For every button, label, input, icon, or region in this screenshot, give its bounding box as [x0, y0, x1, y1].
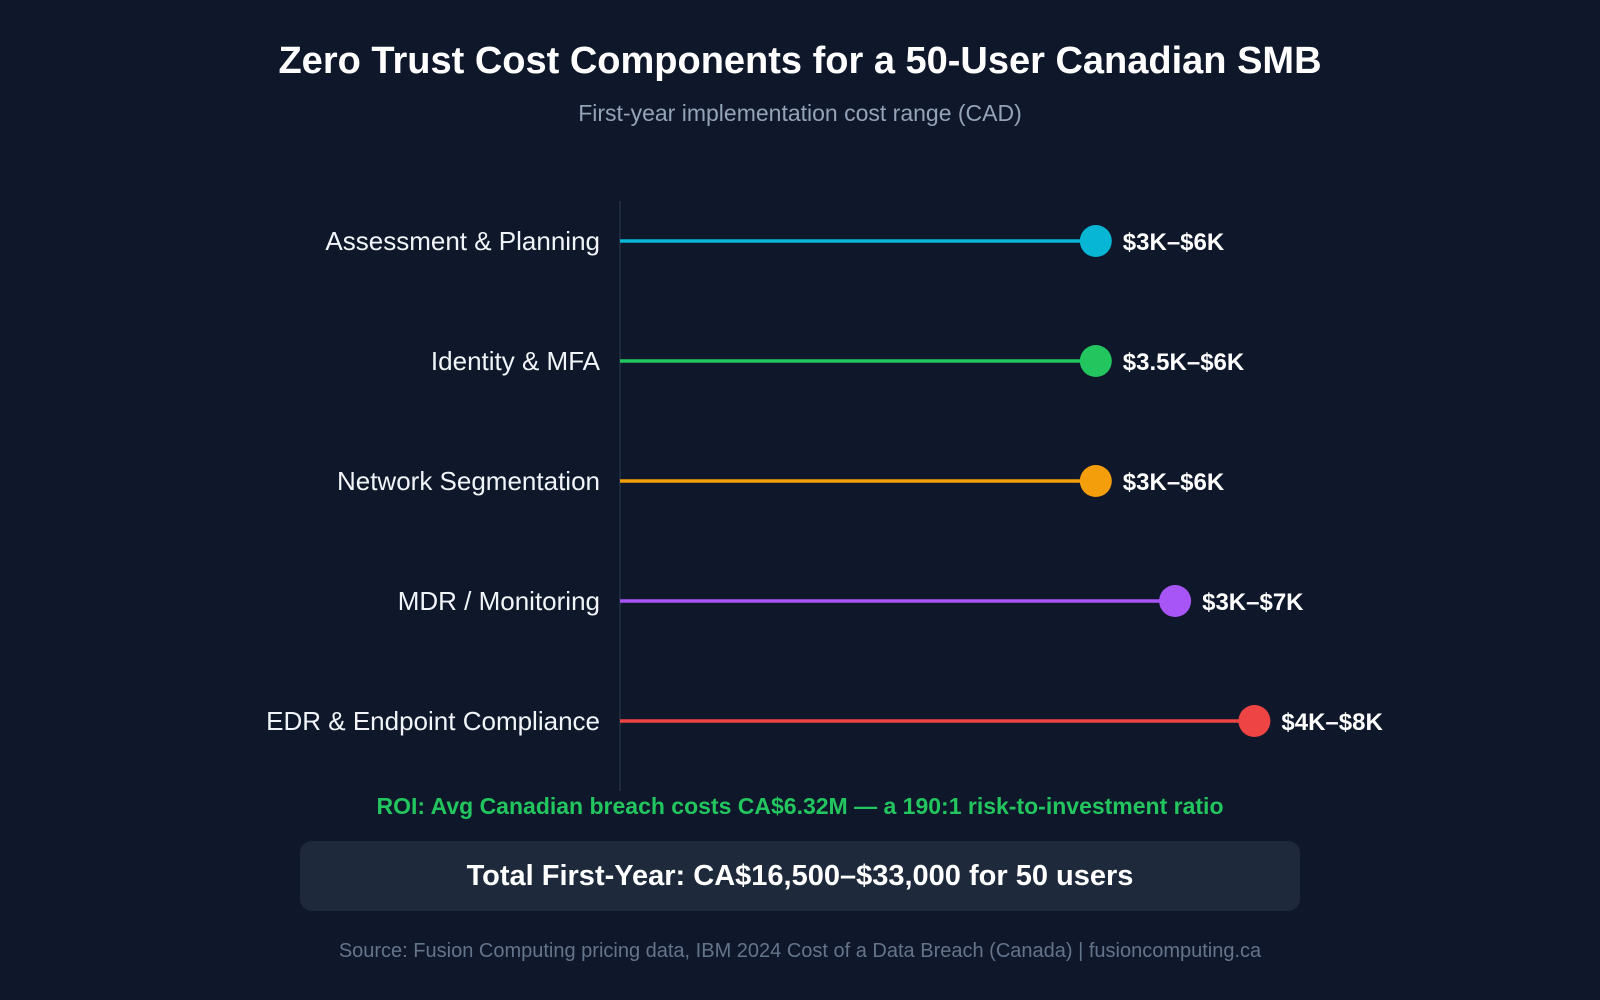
lollipop-dot [1079, 345, 1112, 377]
data-label: $3K–$7K [1202, 589, 1304, 616]
category-label: Network Segmentation [337, 466, 600, 496]
chart-subtitle: First-year implementation cost range (CA… [578, 100, 1022, 126]
roi-note: ROI: Avg Canadian breach costs CA$6.32M … [376, 793, 1224, 819]
source-note: Source: Fusion Computing pricing data, I… [338, 940, 1262, 962]
chart-title: Zero Trust Cost Components for a 50-User… [278, 40, 1322, 82]
lollipop-dot [1079, 465, 1112, 497]
lollipop-dot [1159, 585, 1192, 617]
category-label: Assessment & Planning [325, 226, 600, 256]
total-text: Total First-Year: CA$16,500–$33,000 for … [466, 859, 1134, 892]
data-label: $3K–$6K [1123, 229, 1225, 256]
data-label: $3.5K–$6K [1123, 349, 1245, 376]
lollipop-dot [1238, 705, 1271, 737]
category-label: Identity & MFA [431, 346, 601, 376]
data-label: $3K–$6K [1123, 469, 1225, 496]
lollipop-dot [1079, 225, 1112, 257]
data-label: $4K–$8K [1281, 709, 1383, 736]
category-label: MDR / Monitoring [398, 586, 600, 616]
category-label: EDR & Endpoint Compliance [266, 706, 600, 736]
total-box: Total First-Year: CA$16,500–$33,000 for … [300, 841, 1300, 911]
